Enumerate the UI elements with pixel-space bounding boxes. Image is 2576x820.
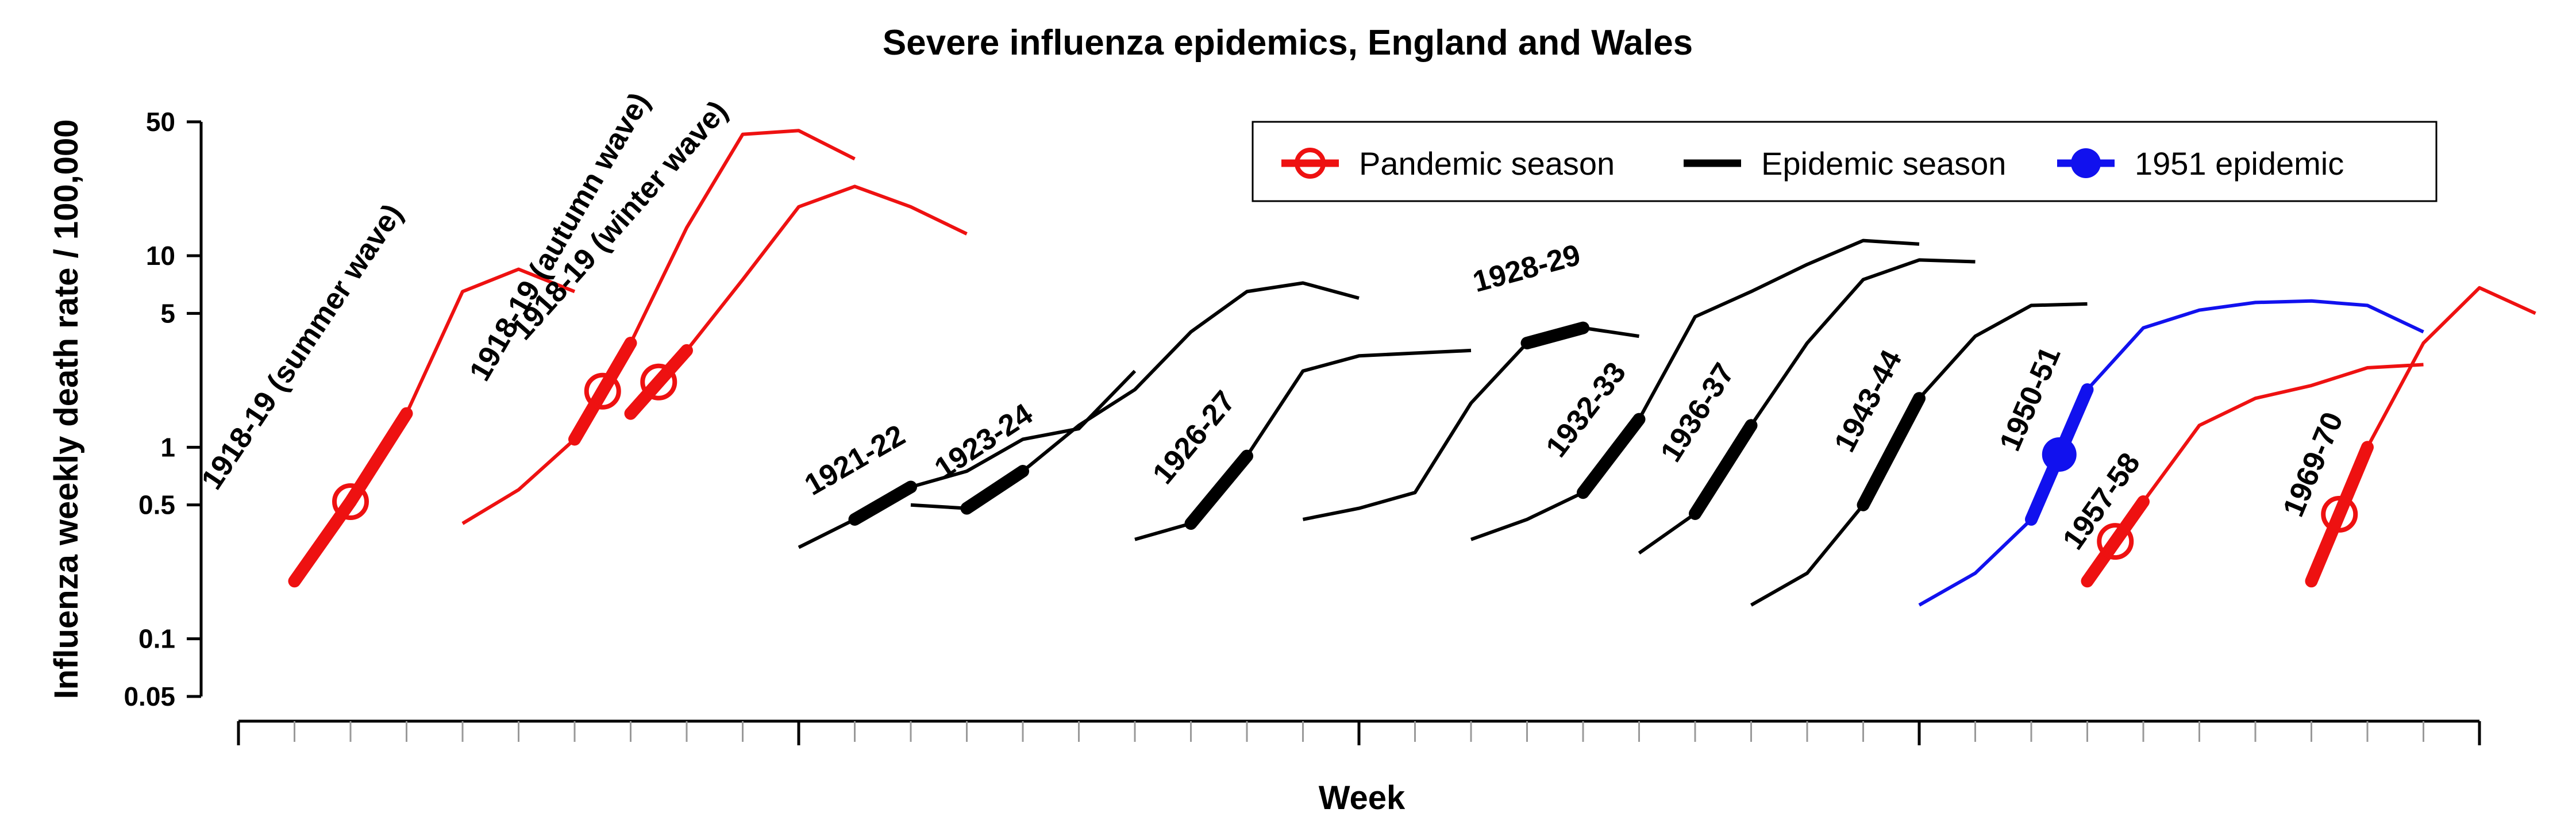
series-1926-27 (1134, 348, 1472, 541)
pandemic-marker (584, 372, 621, 410)
y-tick-label: 5 (160, 298, 175, 328)
legend-item-1951: 1951 epidemic (2057, 145, 2344, 182)
epidemic-1951-marker (2042, 437, 2077, 472)
axes: 50 10 5 1 0.5 0.1 0.05 (124, 107, 2481, 745)
series-bold-segment (1689, 419, 1758, 520)
series-1923-24 (910, 281, 1360, 515)
series-1921-22 (798, 369, 1137, 549)
y-tick-label: 50 (146, 107, 175, 137)
y-tick-label: 0.05 (124, 682, 175, 711)
x-axis-label: Week (1319, 779, 1406, 817)
series-1936-37 (1638, 258, 1976, 555)
pandemic-marker (640, 363, 677, 401)
series-bold-segment (2081, 495, 2150, 588)
series-1928-29 (1302, 321, 1639, 521)
series-line (910, 281, 1360, 510)
series-bold-segment (1184, 449, 1253, 530)
legend-marker-pandemic (1295, 148, 1326, 179)
series-layer (288, 129, 2536, 607)
series-bold-segment (568, 337, 637, 446)
legend-marker-1951 (2071, 148, 2101, 178)
season-label-1928-29: 1928-29 (1469, 238, 1584, 299)
series-bold-segment (624, 344, 693, 420)
series-bold-segment (1857, 392, 1926, 511)
pandemic-marker (332, 483, 369, 520)
y-axis-label: Influenza weekly death rate / 100,000 (48, 119, 85, 699)
series-1918-19-autumn-wave (461, 129, 856, 525)
chart-title: Severe influenza epidemics, England and … (883, 23, 1693, 63)
series-1918-19-winter-wave (624, 184, 968, 420)
series-line (1470, 238, 1920, 541)
series-bold-segment (288, 407, 413, 588)
series-1969-70 (2305, 286, 2536, 588)
legend-item-epidemic: Epidemic season (1684, 145, 2006, 182)
legend-label-1951: 1951 epidemic (2135, 145, 2344, 182)
series-bold-segment (960, 465, 1029, 515)
pandemic-marker (2321, 495, 2358, 533)
series-1943-44 (1750, 302, 2088, 607)
legend-item-pandemic: Pandemic season (1281, 145, 1615, 182)
series-line (629, 184, 968, 415)
series-1950-51 (1918, 299, 2424, 607)
series-1957-58 (2081, 363, 2424, 588)
series-bold-segment (1577, 413, 1646, 499)
y-tick-label: 10 (146, 241, 175, 271)
series-bold-segment (1520, 321, 1589, 349)
y-tick-label: 1 (160, 432, 175, 462)
legend: Pandemic season Epidemic season 1951 epi… (1252, 121, 2438, 202)
pandemic-marker (2097, 523, 2134, 560)
legend-label-epidemic: Epidemic season (1761, 145, 2006, 182)
series-line (461, 129, 856, 525)
series-1932-33 (1470, 238, 1920, 541)
y-tick-label: 0.5 (138, 490, 175, 520)
series-bold-segment (848, 480, 917, 526)
legend-label-pandemic: Pandemic season (1359, 145, 1615, 182)
series-1918-19-summer-wave (288, 267, 576, 588)
series-line (1918, 299, 2424, 607)
y-tick-label: 0.1 (138, 624, 175, 654)
legend-box (1252, 121, 2438, 202)
series-bold-segment (2305, 441, 2374, 588)
